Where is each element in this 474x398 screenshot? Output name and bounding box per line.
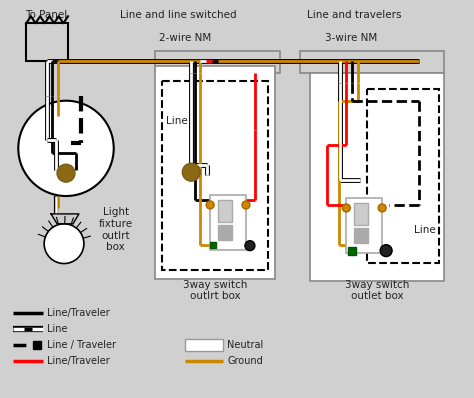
Text: 3way switch
outlrt box: 3way switch outlrt box xyxy=(183,279,247,301)
Text: Ground: Ground xyxy=(227,356,263,366)
Bar xyxy=(163,81,268,269)
Bar xyxy=(310,73,444,281)
Text: To Panel: To Panel xyxy=(25,10,67,20)
Text: Line: Line xyxy=(414,225,436,235)
Text: Neutral: Neutral xyxy=(227,340,264,350)
Bar xyxy=(218,200,232,222)
Bar xyxy=(155,66,275,279)
Text: 3way switch
outlet box: 3way switch outlet box xyxy=(345,279,410,301)
Bar xyxy=(218,225,232,240)
Circle shape xyxy=(378,204,386,212)
Circle shape xyxy=(206,201,214,209)
Bar xyxy=(354,228,368,243)
Circle shape xyxy=(245,241,255,251)
Bar xyxy=(210,242,216,248)
Bar xyxy=(155,51,280,73)
Bar xyxy=(210,195,246,250)
Bar xyxy=(33,341,41,349)
Bar xyxy=(367,89,439,263)
Text: Light
fixture
outlrt
box: Light fixture outlrt box xyxy=(99,207,133,252)
Circle shape xyxy=(242,201,250,209)
Bar xyxy=(354,203,368,225)
Text: Line: Line xyxy=(47,324,68,334)
Bar xyxy=(58,224,72,232)
Text: Line / Traveler: Line / Traveler xyxy=(47,340,116,350)
Circle shape xyxy=(57,164,75,182)
Text: Line and line switched: Line and line switched xyxy=(120,10,237,20)
Bar xyxy=(300,51,444,73)
Circle shape xyxy=(342,204,350,212)
Circle shape xyxy=(182,163,200,181)
Text: Line and travelers: Line and travelers xyxy=(307,10,401,20)
Bar xyxy=(346,198,382,253)
Text: Line/Traveler: Line/Traveler xyxy=(47,308,110,318)
Text: Line/Traveler: Line/Traveler xyxy=(47,356,110,366)
Text: 2-wire NM: 2-wire NM xyxy=(159,33,211,43)
Bar xyxy=(26,23,68,61)
Circle shape xyxy=(18,101,114,196)
Circle shape xyxy=(44,224,84,263)
Bar xyxy=(185,339,223,351)
Text: Line: Line xyxy=(166,115,188,125)
Polygon shape xyxy=(51,214,79,224)
Bar xyxy=(348,247,356,255)
Circle shape xyxy=(380,245,392,257)
Text: 3-wire NM: 3-wire NM xyxy=(325,33,377,43)
